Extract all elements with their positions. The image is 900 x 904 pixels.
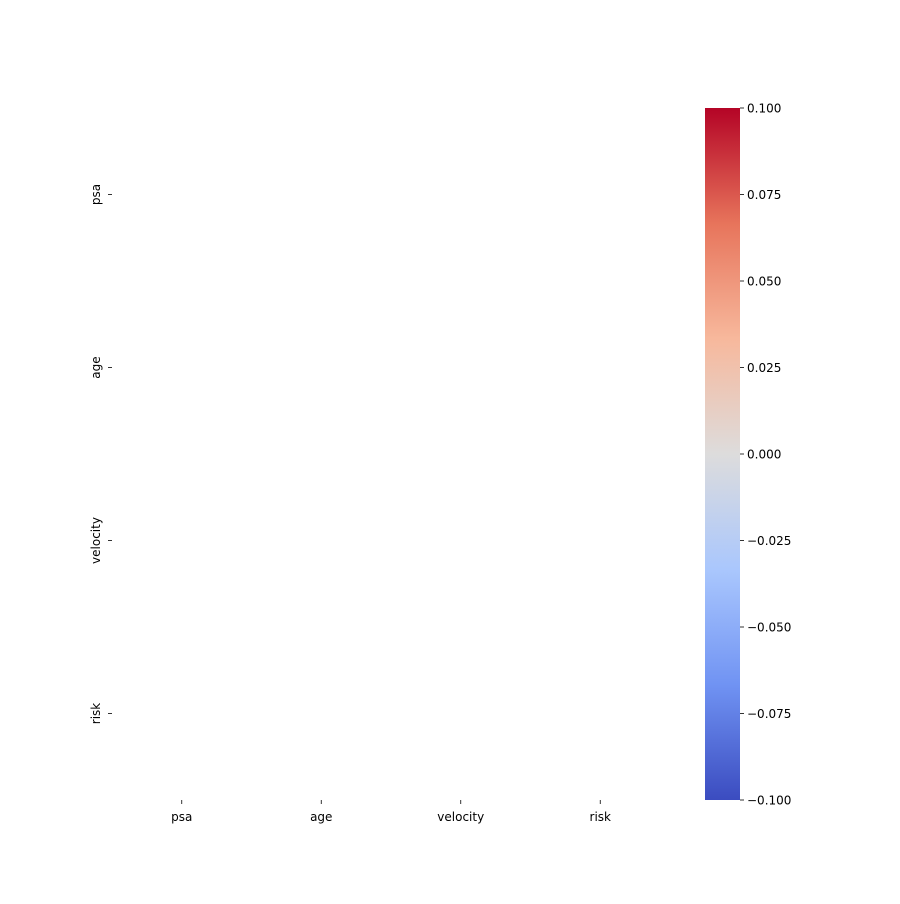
x-tick-label: age — [310, 810, 332, 824]
colorbar-tick-label: 0.000 — [747, 448, 781, 462]
x-axis: psa age velocity risk — [171, 800, 611, 824]
colorbar-tick-label: 0.025 — [747, 361, 781, 375]
colorbar-tick-label: −0.050 — [747, 621, 791, 635]
colorbar: 0.100 0.075 0.050 0.025 0.000 −0.025 −0.050 −0.… — [705, 102, 791, 808]
colorbar-tick-label: −0.025 — [747, 534, 791, 548]
colorbar-tick-label: 0.100 — [747, 102, 781, 116]
y-tick-label: age — [89, 356, 103, 378]
colorbar-tick-label: −0.075 — [747, 707, 791, 721]
colorbar-tick-label: 0.075 — [747, 188, 781, 202]
y-tick-label: risk — [89, 703, 103, 725]
x-tick-label: risk — [590, 810, 612, 824]
colorbar-gradient — [705, 108, 740, 800]
x-tick-label: velocity — [437, 810, 484, 824]
y-axis: psa age velocity risk — [89, 184, 112, 724]
y-tick-label: psa — [89, 184, 103, 205]
colorbar-tick-label: 0.050 — [747, 275, 781, 289]
y-tick-label: velocity — [89, 517, 103, 564]
x-tick-label: psa — [171, 810, 192, 824]
colorbar-tick-label: −0.100 — [747, 794, 791, 808]
